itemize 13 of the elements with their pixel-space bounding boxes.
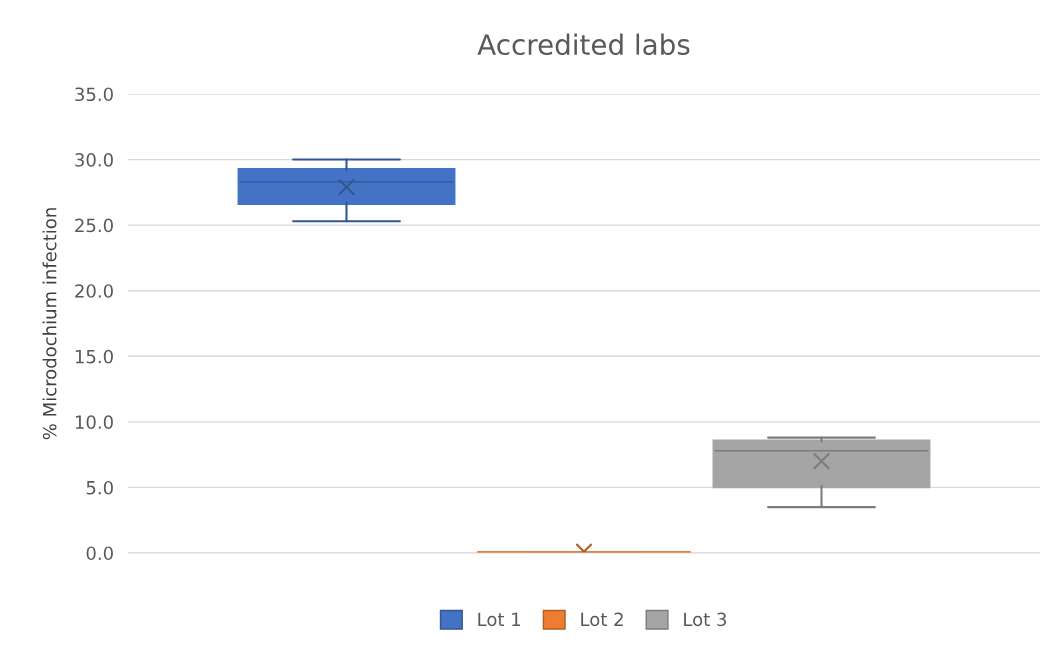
y-tick-label: 20.0	[75, 284, 113, 298]
y-tick-label: 5.0	[86, 480, 113, 495]
legend-label: Lot 1	[478, 612, 521, 627]
y-tick-label: 0.0	[86, 546, 113, 561]
y-tick-label: 25.0	[75, 218, 113, 233]
y-tick-label: 10.0	[75, 415, 113, 429]
y-tick-label: 35.0	[75, 87, 113, 102]
y-tick-label: 15.0	[75, 349, 113, 364]
y-axis-title: % Microdochium infection	[42, 208, 57, 440]
legend-label: Lot 3	[684, 612, 727, 627]
y-tick-label: 30.0	[75, 153, 113, 167]
legend-label: Lot 2	[581, 612, 623, 627]
chart-title: Accredited labs	[477, 33, 690, 56]
